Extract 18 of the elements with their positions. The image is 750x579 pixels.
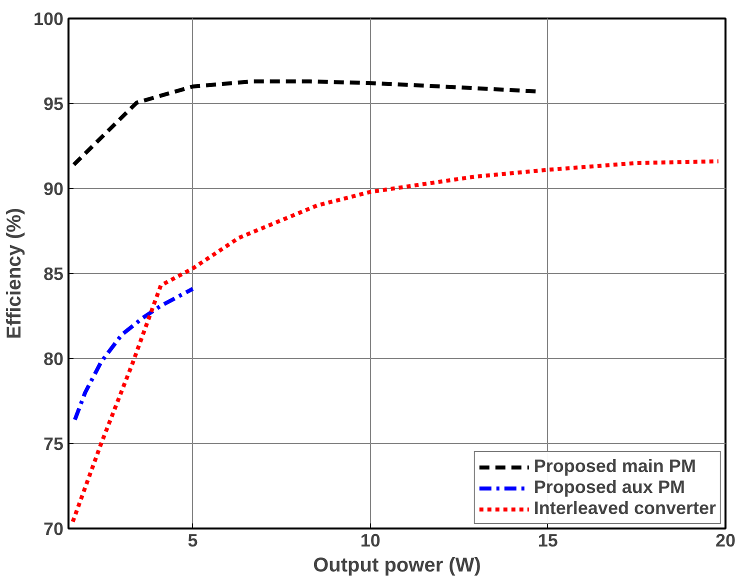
y-tick-label: 90 xyxy=(43,179,64,199)
x-tick-label: 5 xyxy=(188,530,198,550)
y-tick-label: 70 xyxy=(43,519,64,539)
x-tick-label: 10 xyxy=(360,530,380,550)
legend-label: Proposed aux PM xyxy=(534,477,685,498)
x-tick-label: 15 xyxy=(538,530,558,550)
y-tick-label: 80 xyxy=(43,349,64,369)
x-axis-title: Output power (W) xyxy=(313,554,481,576)
y-tick-label: 85 xyxy=(43,264,64,284)
line-series xyxy=(70,159,720,524)
x-tick-label: 20 xyxy=(715,530,736,550)
line-series xyxy=(72,286,195,422)
y-tick-label: 75 xyxy=(43,434,64,454)
legend-label: Interleaved converter xyxy=(534,498,716,519)
y-tick-label: 100 xyxy=(33,9,64,29)
legend-label: Proposed main PM xyxy=(534,456,696,477)
y-tick-label: 95 xyxy=(43,94,64,114)
y-axis-title: Efficiency (%) xyxy=(3,208,26,340)
